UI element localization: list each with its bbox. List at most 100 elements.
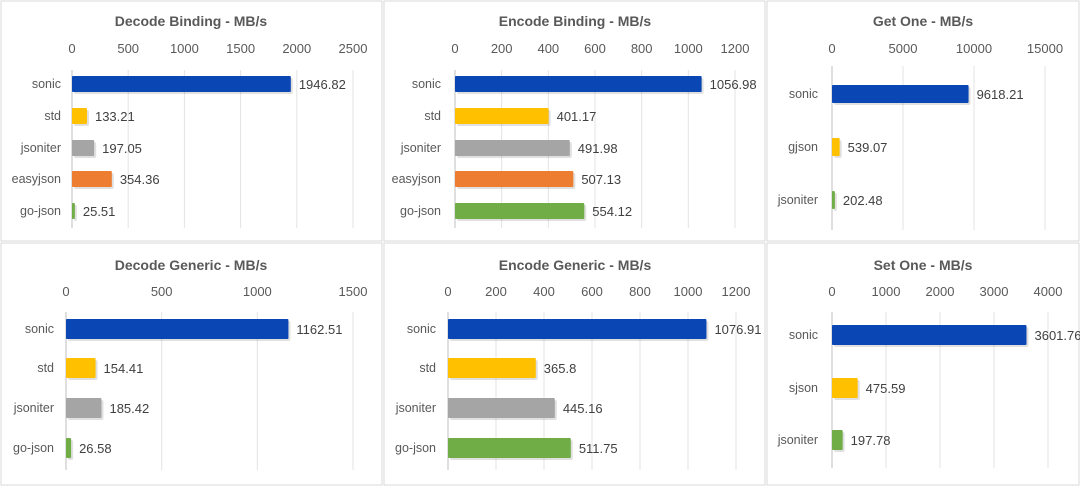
x-tick-label: 5000: [889, 41, 918, 56]
x-tick-label: 1000: [674, 284, 703, 299]
bar-go-json: [448, 438, 571, 458]
bar-jsoniter: [832, 430, 843, 450]
category-label: go-json: [20, 204, 61, 218]
category-label: sonic: [789, 87, 818, 101]
bar-jsoniter: [832, 191, 835, 209]
data-label: 154.41: [104, 361, 144, 376]
chart-title: Encode Binding - MB/s: [499, 13, 652, 29]
chart-title: Get One - MB/s: [873, 13, 974, 29]
category-label: jsoniter: [777, 433, 818, 447]
category-label: sonic: [25, 322, 54, 336]
chart-panel: [383, 0, 766, 242]
data-label: 202.48: [843, 193, 883, 208]
x-tick-label: 1000: [243, 284, 272, 299]
bar-go-json: [66, 438, 72, 458]
x-tick-label: 600: [581, 284, 603, 299]
data-label: 507.13: [581, 172, 621, 187]
data-label: 511.75: [579, 441, 618, 456]
data-label: 365.8: [544, 361, 577, 376]
category-label: go-json: [400, 204, 441, 218]
category-label: go-json: [13, 441, 54, 455]
chart-title: Encode Generic - MB/s: [499, 257, 652, 273]
x-tick-label: 15000: [1027, 41, 1063, 56]
x-tick-label: 2500: [339, 41, 368, 56]
category-label: go-json: [395, 441, 436, 455]
chart-panel: [766, 0, 1080, 242]
x-tick-label: 800: [631, 41, 653, 56]
x-tick-label: 2000: [282, 41, 311, 56]
data-label: 354.36: [120, 172, 160, 187]
data-label: 25.51: [83, 204, 116, 219]
x-tick-label: 1200: [721, 41, 750, 56]
x-tick-label: 0: [62, 284, 69, 299]
category-label: easyjson: [392, 172, 441, 186]
category-label: jsoniter: [777, 193, 818, 207]
category-label: jsoniter: [395, 401, 436, 415]
category-label: std: [37, 361, 54, 375]
x-tick-label: 800: [629, 284, 651, 299]
data-label: 133.21: [95, 109, 135, 124]
x-tick-label: 0: [451, 41, 458, 56]
data-label: 197.05: [102, 141, 142, 156]
bar-sonic: [832, 85, 969, 103]
data-label: 9618.21: [977, 87, 1024, 102]
x-tick-label: 1000: [170, 41, 199, 56]
bar-std: [455, 108, 549, 124]
x-tick-label: 3000: [980, 284, 1009, 299]
x-tick-label: 0: [828, 284, 835, 299]
bar-std: [72, 108, 87, 124]
bar-sonic: [455, 76, 702, 92]
bar-std: [448, 358, 536, 378]
data-label: 539.07: [848, 140, 888, 155]
x-tick-label: 1000: [872, 284, 901, 299]
category-label: sonic: [32, 77, 61, 91]
chart-panel: [0, 242, 383, 486]
x-tick-label: 1500: [226, 41, 255, 56]
data-label: 197.78: [851, 433, 891, 448]
x-tick-label: 200: [485, 284, 507, 299]
x-tick-label: 400: [537, 41, 559, 56]
data-label: 1162.51: [296, 322, 342, 337]
bar-jsoniter: [455, 140, 570, 156]
chart-panel: [766, 242, 1080, 486]
bar-gjson: [832, 138, 840, 156]
x-tick-label: 0: [68, 41, 75, 56]
category-label: easyjson: [12, 172, 61, 186]
chart-title: Decode Binding - MB/s: [115, 13, 268, 29]
x-tick-label: 1500: [339, 284, 368, 299]
data-label: 445.16: [563, 401, 603, 416]
category-label: jsoniter: [400, 141, 441, 155]
x-tick-label: 200: [491, 41, 513, 56]
category-label: sjson: [789, 381, 818, 395]
category-label: sonic: [412, 77, 441, 91]
category-label: sonic: [407, 322, 436, 336]
category-label: std: [419, 361, 436, 375]
category-label: std: [424, 109, 441, 123]
data-label: 26.58: [79, 441, 112, 456]
category-label: std: [44, 109, 61, 123]
x-tick-label: 0: [444, 284, 451, 299]
bar-jsoniter: [448, 398, 555, 418]
bar-sonic: [72, 76, 291, 92]
bar-go-json: [72, 203, 75, 219]
x-tick-label: 10000: [956, 41, 992, 56]
data-label: 1076.91: [714, 322, 761, 337]
chart-title: Decode Generic - MB/s: [115, 257, 268, 273]
category-label: gjson: [788, 140, 818, 154]
category-label: jsoniter: [13, 401, 54, 415]
x-tick-label: 500: [117, 41, 139, 56]
bar-sjson: [832, 378, 858, 398]
data-label: 185.42: [109, 401, 149, 416]
x-tick-label: 500: [151, 284, 173, 299]
bar-sonic: [448, 319, 707, 339]
bar-jsoniter: [66, 398, 102, 418]
bar-sonic: [66, 319, 289, 339]
category-label: sonic: [789, 328, 818, 342]
bar-std: [66, 358, 96, 378]
bar-jsoniter: [72, 140, 95, 156]
x-tick-label: 600: [584, 41, 606, 56]
bar-sonic: [832, 325, 1027, 345]
data-label: 475.59: [866, 381, 906, 396]
chart-title: Set One - MB/s: [874, 257, 973, 273]
